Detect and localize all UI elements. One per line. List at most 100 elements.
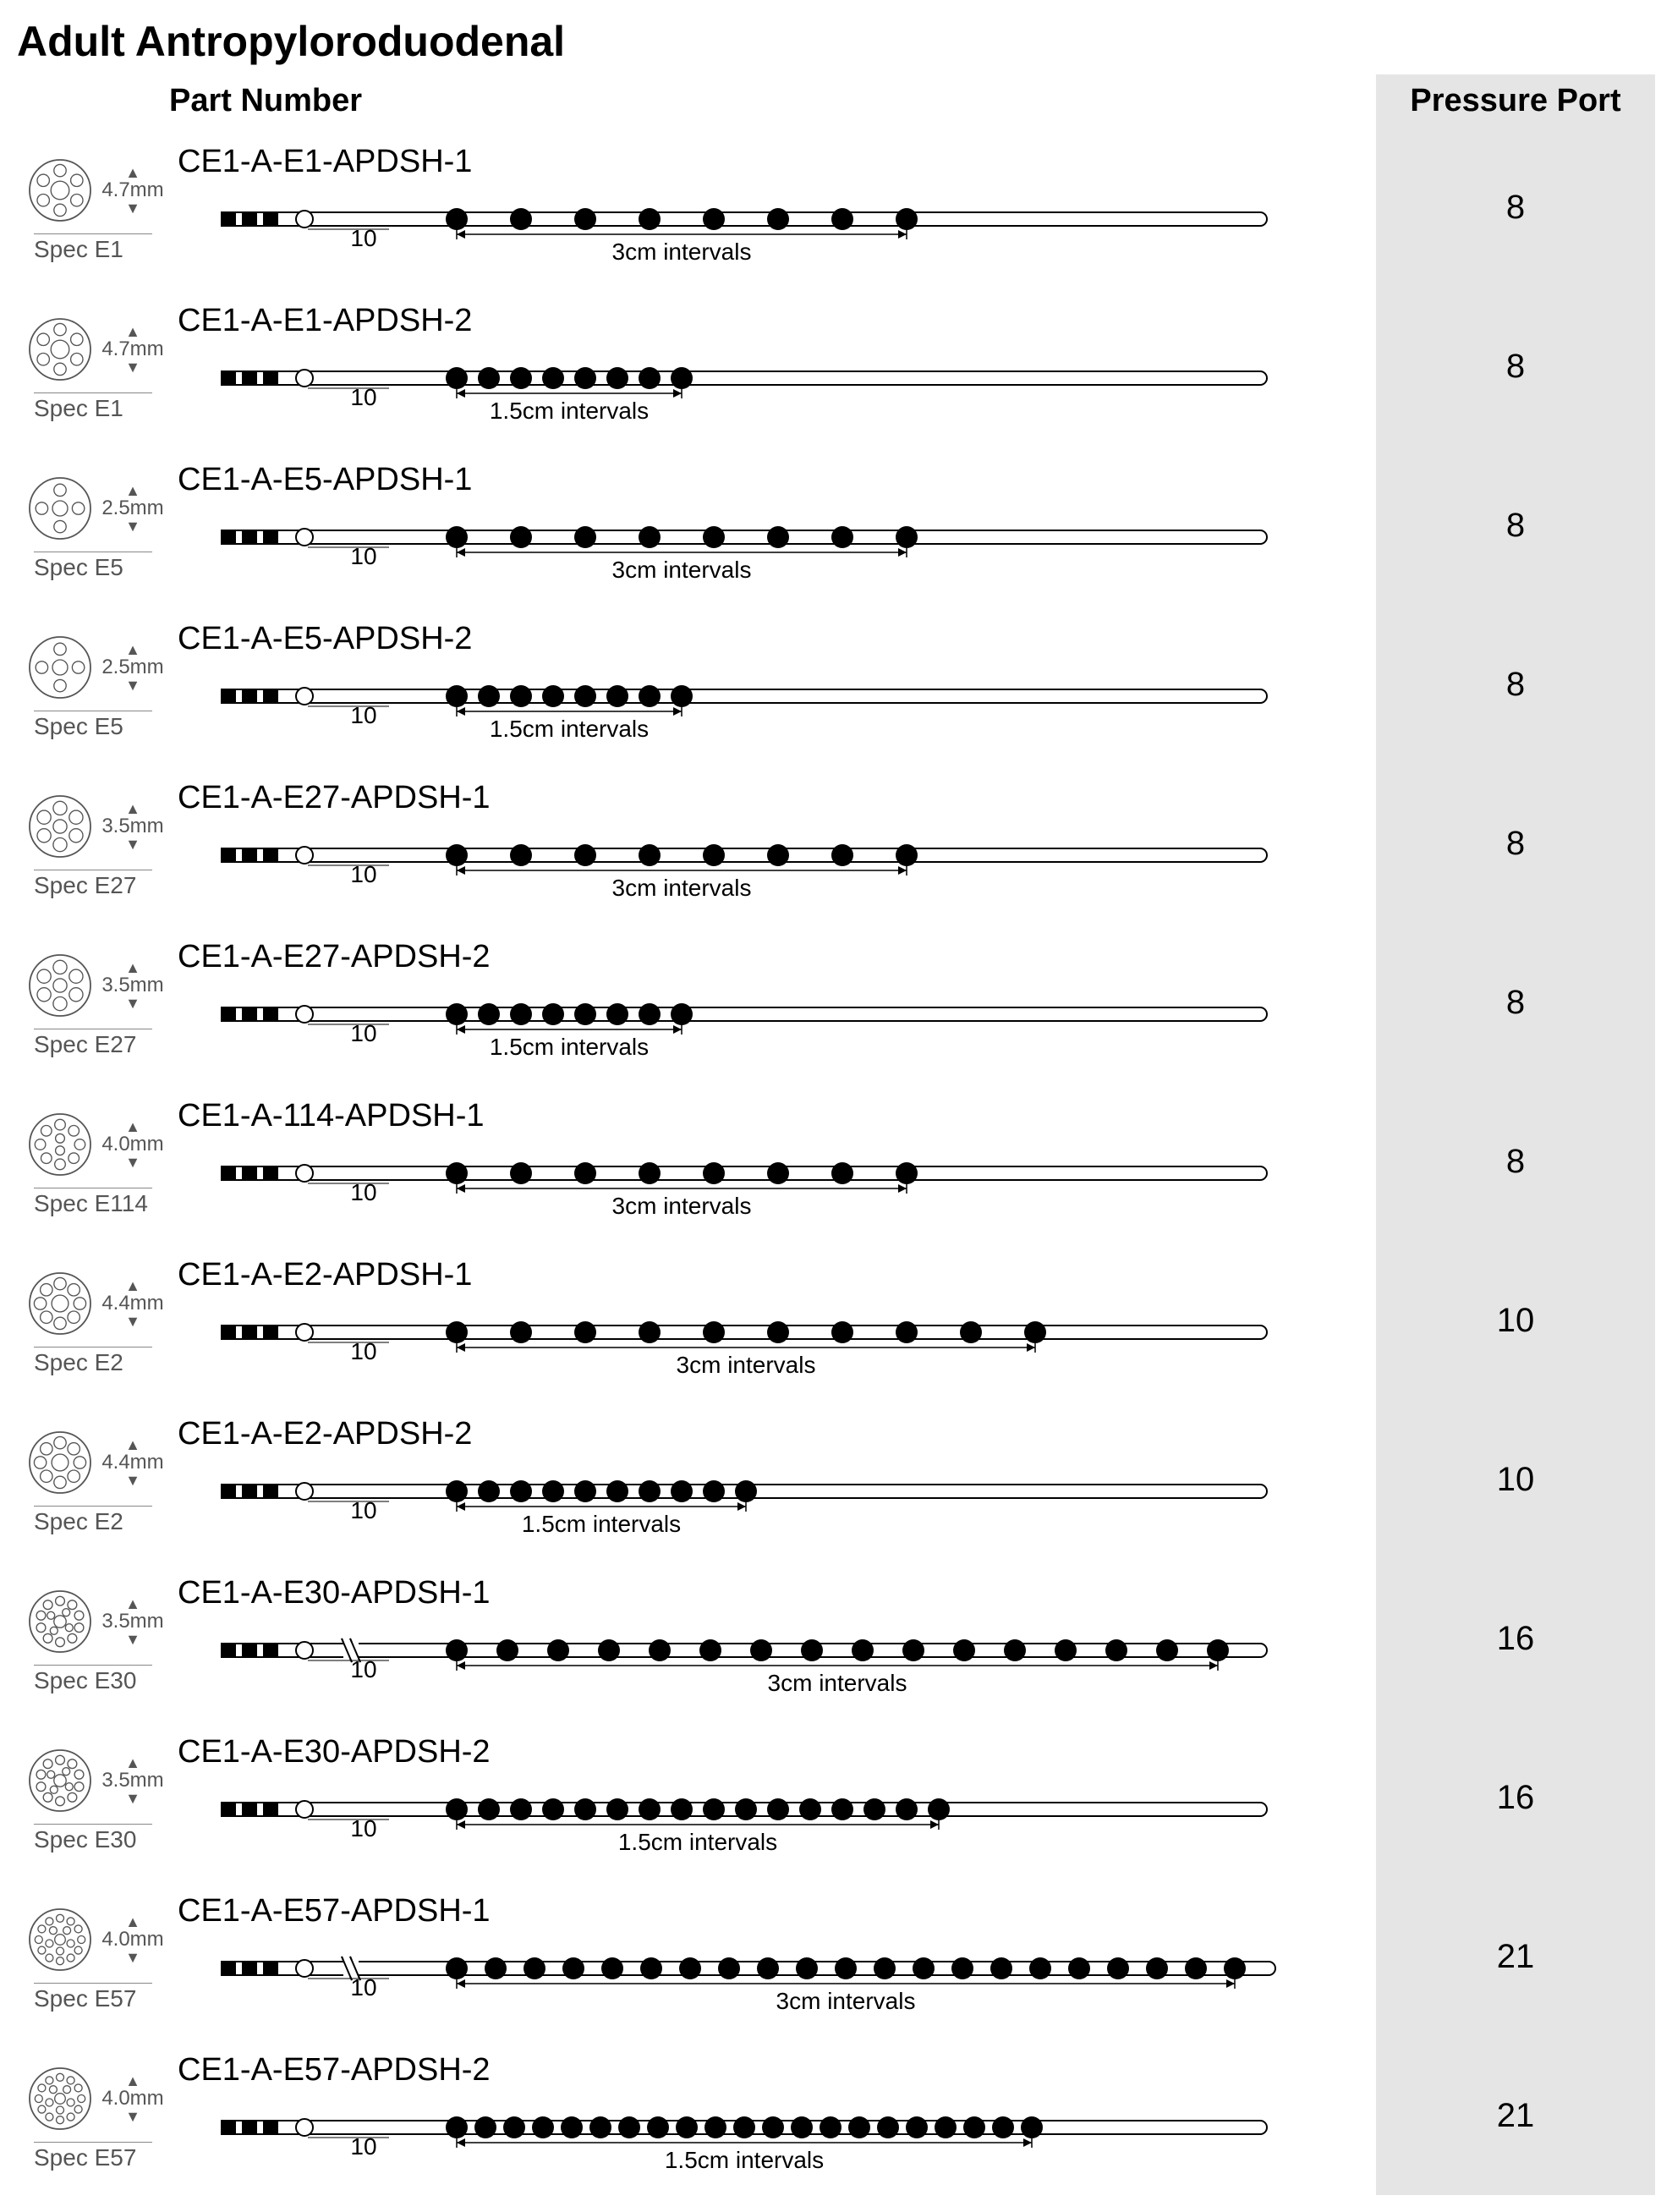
spec-column: ▲ 4.0mm ▼ Spec E57 [17, 2061, 169, 2171]
main-column: CE1-A-E30-APDSH-2 101.5cm intervals [169, 1734, 1376, 1862]
spec-column: ▲ 3.5mm ▼ Spec E30 [17, 1743, 169, 1853]
spec-column: ▲ 4.7mm ▼ Spec E1 [17, 311, 169, 422]
spec-cross-section: ▲ 4.0mm ▼ [22, 1902, 163, 1978]
page-title: Adult Antropyloroduodenal [17, 17, 1655, 66]
spec-cross-section: ▲ 4.4mm ▼ [22, 1424, 163, 1501]
arrow-up-icon: ▲ [125, 324, 140, 339]
cross-section-icon [22, 1584, 98, 1660]
spec-cross-section: ▲ 2.5mm ▼ [22, 629, 163, 705]
spec-label: Spec E114 [34, 1188, 152, 1217]
arrow-down-icon: ▼ [125, 519, 140, 534]
pressure-port-value: 8 [1376, 446, 1655, 605]
part-number: CE1-A-E57-APDSH-2 [178, 2052, 1376, 2089]
pressure-port-value: 16 [1376, 1718, 1655, 1877]
arrow-down-icon: ▼ [125, 1314, 140, 1329]
pressure-port-value: 10 [1376, 1241, 1655, 1400]
interval-label: 3cm intervals [612, 557, 752, 583]
spec-dimension: ▲ 4.0mm ▼ [101, 2073, 163, 2124]
interval-label: 3cm intervals [776, 1988, 916, 2014]
catheter-diagram: 101.5cm intervals [178, 1777, 1277, 1862]
arrow-up-icon: ▲ [125, 960, 140, 975]
product-row: ▲ 2.5mm ▼ Spec E5 CE1-A-E5-APDSH-1 103cm… [17, 446, 1655, 605]
arrow-down-icon: ▼ [125, 1473, 140, 1488]
spec-column: ▲ 4.4mm ▼ Spec E2 [17, 1265, 169, 1376]
catheter-diagram: 103cm intervals [178, 1141, 1277, 1226]
arrow-down-icon: ▼ [125, 1950, 140, 1965]
spec-column: ▲ 4.4mm ▼ Spec E2 [17, 1424, 169, 1535]
part-number: CE1-A-E30-APDSH-1 [178, 1575, 1376, 1611]
arrow-down-icon: ▼ [125, 2109, 140, 2124]
arrow-up-icon: ▲ [125, 1755, 140, 1770]
interval-label: 1.5cm intervals [490, 398, 649, 424]
spec-dim-value: 2.5mm [101, 657, 163, 678]
interval-label: 3cm intervals [677, 1352, 816, 1378]
interval-label: 1.5cm intervals [665, 2147, 824, 2173]
arrow-up-icon: ▲ [125, 801, 140, 816]
catheter-diagram: 101.5cm intervals [178, 1459, 1277, 1544]
arrow-down-icon: ▼ [125, 996, 140, 1011]
pressure-port-value: 8 [1376, 1082, 1655, 1241]
main-column: CE1-A-E57-APDSH-1 103cm intervals [169, 1893, 1376, 2021]
spec-dim-value: 4.7mm [101, 339, 163, 360]
spec-dimension: ▲ 4.7mm ▼ [101, 324, 163, 375]
arrow-up-icon: ▲ [125, 483, 140, 498]
spec-cross-section: ▲ 4.0mm ▼ [22, 2061, 163, 2137]
spec-dim-value: 3.5mm [101, 1611, 163, 1632]
pressure-port-value: 10 [1376, 1400, 1655, 1559]
spec-label: Spec E2 [34, 1506, 152, 1535]
spec-column: ▲ 3.5mm ▼ Spec E30 [17, 1584, 169, 1694]
cross-section-icon [22, 152, 98, 228]
product-row: ▲ 4.4mm ▼ Spec E2 CE1-A-E2-APDSH-1 103cm… [17, 1241, 1655, 1400]
spec-dim-value: 3.5mm [101, 1770, 163, 1791]
header-row: Part Number Pressure Port [17, 74, 1655, 128]
cross-section-icon [22, 1743, 98, 1819]
catheter-diagram: 103cm intervals [178, 823, 1277, 908]
spec-dimension: ▲ 4.0mm ▼ [101, 1914, 163, 1965]
product-row: ▲ 2.5mm ▼ Spec E5 CE1-A-E5-APDSH-2 101.5… [17, 605, 1655, 764]
spec-dim-value: 4.0mm [101, 2089, 163, 2109]
interval-label: 3cm intervals [612, 1193, 752, 1219]
arrow-down-icon: ▼ [125, 200, 140, 216]
spec-cross-section: ▲ 4.4mm ▼ [22, 1265, 163, 1342]
spec-dim-value: 4.4mm [101, 1452, 163, 1473]
main-column: CE1-A-E2-APDSH-2 101.5cm intervals [169, 1416, 1376, 1544]
product-row: ▲ 4.7mm ▼ Spec E1 CE1-A-E1-APDSH-2 101.5… [17, 287, 1655, 446]
product-row: ▲ 4.0mm ▼ Spec E114 CE1-A-114-APDSH-1 10… [17, 1082, 1655, 1241]
spec-cross-section: ▲ 4.7mm ▼ [22, 152, 163, 228]
interval-label: 1.5cm intervals [522, 1511, 681, 1537]
catheter-diagram: 103cm intervals [178, 505, 1277, 590]
spec-cross-section: ▲ 3.5mm ▼ [22, 1743, 163, 1819]
catheter-diagram: 101.5cm intervals [178, 982, 1277, 1067]
spec-dimension: ▲ 2.5mm ▼ [101, 483, 163, 534]
arrow-down-icon: ▼ [125, 360, 140, 375]
catheter-diagram: 103cm intervals [178, 1300, 1277, 1385]
spec-dimension: ▲ 3.5mm ▼ [101, 1596, 163, 1647]
product-row: ▲ 4.7mm ▼ Spec E1 CE1-A-E1-APDSH-1 103cm… [17, 128, 1655, 287]
spec-dimension: ▲ 4.0mm ▼ [101, 1119, 163, 1170]
spec-label: Spec E30 [34, 1665, 152, 1694]
pressure-port-value: 16 [1376, 1559, 1655, 1718]
main-column: CE1-A-E30-APDSH-1 103cm intervals [169, 1575, 1376, 1703]
catheter-diagram: 103cm intervals [178, 1936, 1286, 2021]
cross-section-icon [22, 1265, 98, 1342]
main-column: CE1-A-114-APDSH-1 103cm intervals [169, 1098, 1376, 1226]
spec-column: ▲ 3.5mm ▼ Spec E27 [17, 947, 169, 1058]
spec-cross-section: ▲ 3.5mm ▼ [22, 1584, 163, 1660]
arrow-down-icon: ▼ [125, 1632, 140, 1647]
pressure-port-value: 8 [1376, 923, 1655, 1082]
part-number: CE1-A-114-APDSH-1 [178, 1098, 1376, 1134]
spec-dim-value: 4.4mm [101, 1293, 163, 1314]
arrow-up-icon: ▲ [125, 165, 140, 180]
interval-label: 3cm intervals [768, 1670, 907, 1696]
product-row: ▲ 3.5mm ▼ Spec E30 CE1-A-E30-APDSH-2 101… [17, 1718, 1655, 1877]
pressure-port-value: 8 [1376, 764, 1655, 923]
spec-dim-value: 3.5mm [101, 975, 163, 996]
main-column: CE1-A-E27-APDSH-2 101.5cm intervals [169, 939, 1376, 1067]
pressure-port-value: 8 [1376, 128, 1655, 287]
spec-cross-section: ▲ 2.5mm ▼ [22, 470, 163, 546]
spec-cross-section: ▲ 3.5mm ▼ [22, 947, 163, 1024]
spec-dim-value: 3.5mm [101, 816, 163, 837]
arrow-up-icon: ▲ [125, 642, 140, 657]
main-column: CE1-A-E1-APDSH-1 103cm intervals [169, 144, 1376, 272]
part-number: CE1-A-E1-APDSH-1 [178, 144, 1376, 180]
